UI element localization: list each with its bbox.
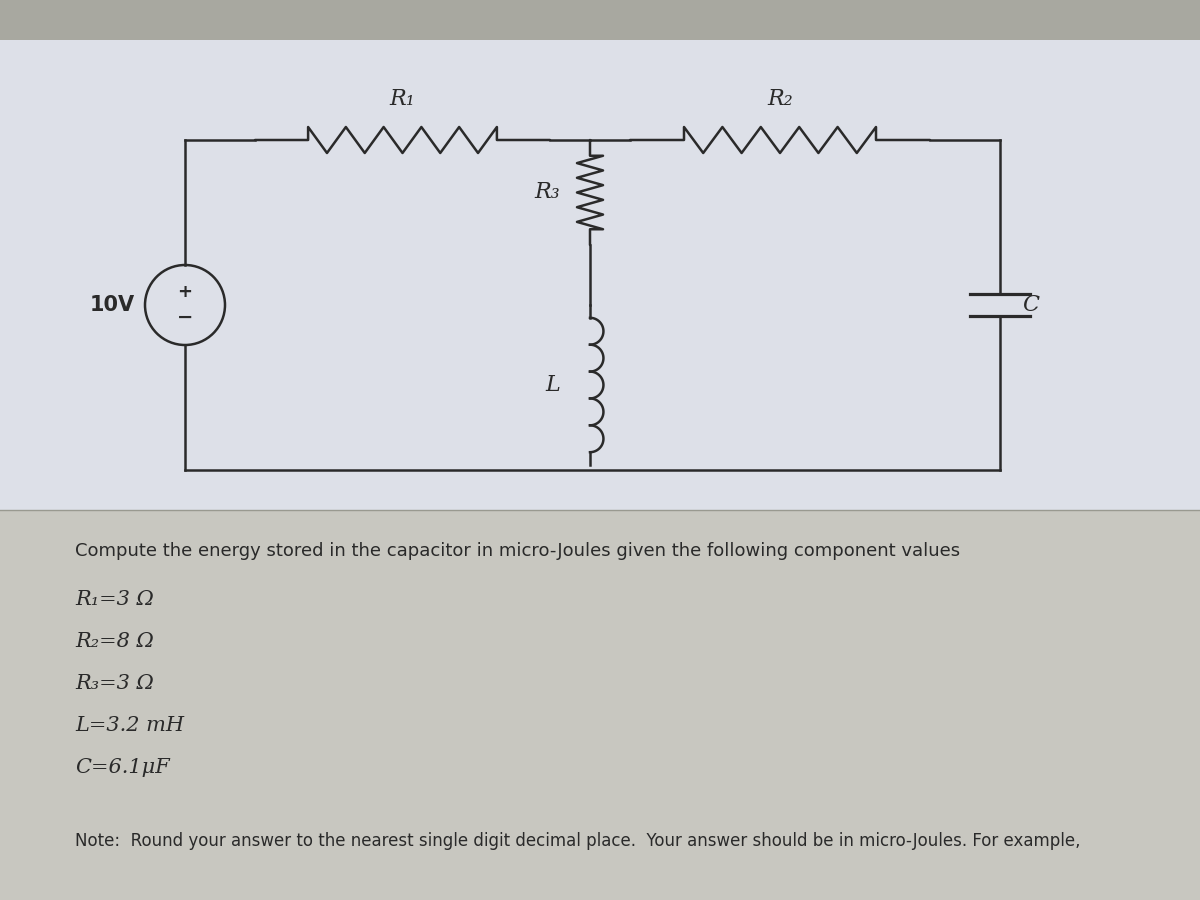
Text: L: L <box>545 374 560 396</box>
Text: C: C <box>1022 294 1039 316</box>
Text: R₁=3 Ω: R₁=3 Ω <box>74 590 154 609</box>
Text: L=3.2 mH: L=3.2 mH <box>74 716 184 735</box>
Text: +: + <box>178 284 192 302</box>
Text: −: − <box>176 309 193 328</box>
Text: 10V: 10V <box>90 295 134 315</box>
Text: R₃=3 Ω: R₃=3 Ω <box>74 674 154 693</box>
Text: Note:  Round your answer to the nearest single digit decimal place.  Your answer: Note: Round your answer to the nearest s… <box>74 832 1080 850</box>
Text: R₃: R₃ <box>534 182 560 203</box>
Text: R₁: R₁ <box>390 88 415 110</box>
Text: Compute the energy stored in the capacitor in micro-Joules given the following c: Compute the energy stored in the capacit… <box>74 542 960 560</box>
Bar <box>0 40 1200 510</box>
Text: R₂: R₂ <box>767 88 793 110</box>
Bar <box>0 510 1200 900</box>
Text: R₂=8 Ω: R₂=8 Ω <box>74 632 154 651</box>
Text: C=6.1μF: C=6.1μF <box>74 758 169 777</box>
Bar <box>0 0 1200 40</box>
